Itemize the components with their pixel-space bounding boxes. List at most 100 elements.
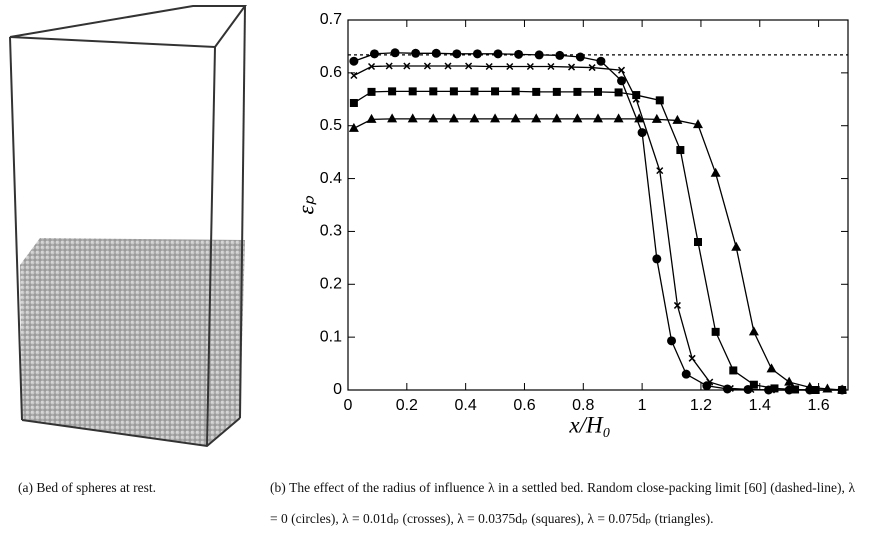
square-marker — [408, 87, 417, 96]
series-line — [353, 90, 843, 391]
circle-marker — [617, 76, 627, 86]
box-edge — [9, 36, 23, 421]
square-marker — [791, 385, 800, 394]
x-tick-label: 0.2 — [396, 397, 418, 414]
square-marker — [694, 238, 702, 246]
triangle-marker — [510, 113, 521, 123]
series-line — [353, 52, 843, 391]
y-tick-label: 0.6 — [320, 64, 342, 81]
square-marker — [770, 384, 779, 393]
circle-marker — [472, 49, 482, 59]
cross-marker — [567, 63, 576, 71]
cross-marker — [385, 62, 393, 70]
triangle-marker — [531, 113, 542, 123]
circle-marker — [390, 48, 400, 58]
caption-a: (a) Bed of spheres at rest. — [18, 480, 156, 495]
square-marker — [594, 87, 602, 96]
x-tick-label: 0.4 — [455, 397, 477, 414]
triangle-marker — [593, 113, 603, 123]
y-tick-label: 0 — [333, 381, 342, 398]
cross-marker — [706, 378, 714, 386]
cross-marker — [526, 62, 534, 71]
square-marker — [349, 98, 358, 107]
square-marker — [449, 87, 458, 96]
square-marker — [511, 87, 520, 96]
triangle-marker — [731, 241, 742, 251]
cross-marker — [673, 301, 681, 309]
circle-marker — [514, 49, 524, 59]
square-marker — [367, 87, 376, 96]
box-bottom — [21, 417, 241, 448]
triangle-marker — [651, 113, 662, 123]
y-tick-label: 0.5 — [320, 117, 342, 134]
square-marker — [614, 88, 623, 97]
square-marker — [491, 87, 500, 96]
square-marker — [632, 91, 641, 100]
circle-marker — [493, 49, 503, 59]
circle-marker — [575, 52, 585, 62]
square-marker — [552, 87, 561, 96]
triangle-marker — [572, 113, 583, 123]
square-marker — [711, 327, 720, 336]
square-marker — [811, 386, 820, 394]
cross-marker — [588, 64, 596, 72]
cross-marker — [350, 71, 358, 80]
plot-frame — [347, 19, 849, 391]
cross-marker — [617, 66, 626, 74]
triangle-marker — [613, 113, 624, 123]
series-line — [353, 118, 843, 391]
circle-marker — [534, 50, 544, 60]
circle-marker — [667, 336, 677, 346]
circle-marker — [637, 128, 647, 138]
triangle-marker — [837, 384, 848, 394]
x-tick-label: 1.2 — [690, 397, 712, 414]
cross-marker — [444, 62, 452, 70]
circle-marker — [369, 49, 379, 59]
triangle-marker — [634, 113, 645, 123]
square-marker — [655, 96, 664, 105]
box-edge — [239, 5, 246, 419]
circle-marker — [681, 369, 691, 379]
triangle-marker — [448, 113, 459, 123]
cross-marker — [726, 384, 734, 392]
triangle-marker — [551, 113, 562, 123]
cross-marker — [506, 62, 514, 71]
y-tick-label: 0.3 — [320, 223, 342, 240]
y-tick-label: 0.1 — [320, 328, 342, 345]
circle-marker — [452, 49, 462, 59]
y-tick-label: 0.2 — [320, 276, 342, 293]
square-marker — [470, 87, 479, 96]
sphere-bed-render — [9, 5, 247, 448]
triangle-marker — [672, 114, 683, 124]
cross-marker — [367, 62, 376, 71]
y-tick-label: 0.7 — [320, 11, 342, 28]
circle-marker — [596, 56, 606, 66]
circle-marker — [411, 48, 421, 58]
triangle-marker — [748, 326, 759, 336]
triangle-marker — [784, 376, 795, 386]
x-tick-label: 0.8 — [572, 397, 594, 414]
caption-b: (b) The effect of the radius of influenc… — [270, 480, 855, 526]
square-marker — [532, 87, 541, 96]
square-marker — [429, 87, 438, 96]
y-axis-label: εₚ — [293, 195, 318, 214]
cross-marker — [485, 62, 493, 71]
triangle-marker — [428, 113, 439, 123]
cross-marker — [423, 62, 431, 70]
y-tick-label: 0.4 — [320, 170, 342, 187]
square-marker — [729, 366, 738, 375]
triangle-marker — [766, 363, 777, 373]
square-marker — [749, 380, 758, 389]
triangle-marker — [822, 383, 833, 393]
x-tick-label: 1.4 — [749, 397, 771, 414]
cross-marker — [656, 167, 664, 175]
circle-marker — [431, 48, 441, 58]
cross-marker — [688, 354, 696, 362]
cross-marker — [465, 62, 473, 70]
square-marker — [573, 87, 582, 96]
triangle-marker — [469, 113, 480, 123]
circle-marker — [652, 254, 662, 264]
triangle-marker — [710, 167, 721, 177]
x-axis-label: x/H₀ — [568, 412, 610, 437]
